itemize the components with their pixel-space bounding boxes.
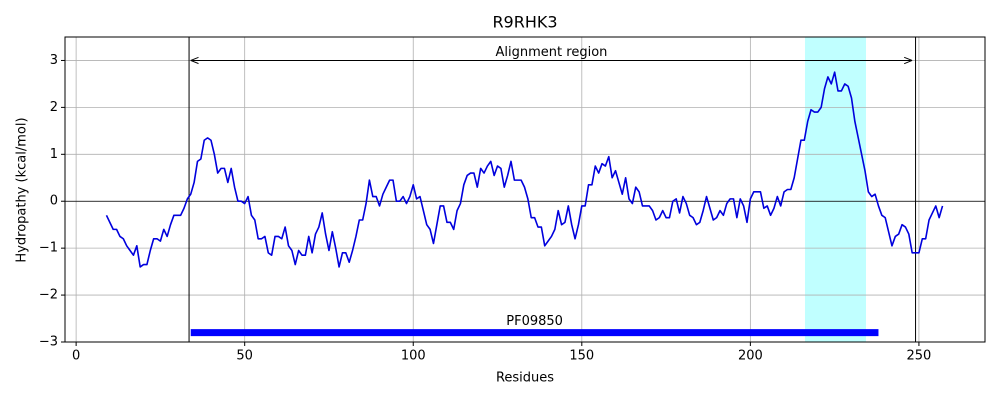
x-tick-label: 200 [738, 349, 763, 364]
x-tick-label: 0 [72, 349, 80, 364]
y-axis-label: Hydropathy (kcal/mol) [15, 117, 30, 262]
y-tick-label: 0 [50, 194, 58, 209]
hydropathy-line [105, 71, 944, 268]
x-axis-label: Residues [496, 371, 554, 386]
domain-label: PF09850 [506, 314, 563, 329]
chart-title: R9RHK3 [492, 13, 557, 32]
x-tick-label: 250 [907, 349, 932, 364]
y-tick-label: 3 [50, 53, 58, 68]
x-tick-label: 50 [236, 349, 253, 364]
y-tick-label: 1 [50, 147, 58, 162]
plot-frame [64, 36, 986, 343]
y-tick-label: 2 [50, 100, 58, 115]
x-tick-label: 150 [569, 349, 594, 364]
y-tick-label: −2 [39, 288, 58, 303]
y-tick-label: −3 [39, 335, 58, 350]
x-tick-label: 100 [401, 349, 426, 364]
arrow-label: Alignment region [496, 45, 608, 60]
y-tick-label: −1 [39, 241, 58, 256]
highlight-span [804, 37, 866, 342]
